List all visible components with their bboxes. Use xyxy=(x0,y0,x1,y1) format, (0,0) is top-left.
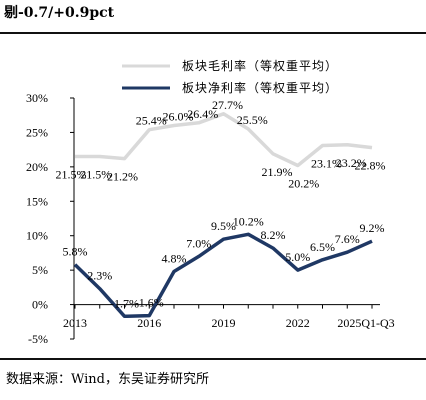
gross-margin-label: 26.0% xyxy=(163,110,194,124)
net-margin-label: 5.0% xyxy=(285,250,310,264)
net-margin-label: 10.2% xyxy=(233,214,264,228)
y-tick-label: 10% xyxy=(26,229,48,243)
net-margin-label: 9.5% xyxy=(211,219,236,233)
x-tick-label: 2019 xyxy=(212,316,236,330)
net-margin-label: 4.8% xyxy=(162,252,187,266)
gross-margin-label: 21.5% xyxy=(56,168,87,182)
net-margin-label: 2.3% xyxy=(87,269,112,283)
x-tick-label: 2022 xyxy=(286,316,310,330)
y-tick-label: 25% xyxy=(26,125,48,139)
net-margin-label: -1.6% xyxy=(135,296,164,310)
y-tick-label: 20% xyxy=(26,160,48,174)
net-margin-label: 5.8% xyxy=(63,245,88,259)
top-rule xyxy=(0,32,426,34)
gross-margin-label: 23.1% xyxy=(311,157,342,171)
gross-margin-label: 27.7% xyxy=(212,98,243,112)
x-tick-label: 2013 xyxy=(63,316,87,330)
legend-label: 板块毛利率（等权重平均） xyxy=(182,58,338,73)
axes: -5% 0% 5% 10% 15% 20% 25% 30% 2013 2016 2019 2022 20… xyxy=(26,91,395,346)
net-margin-label: 7.0% xyxy=(186,236,211,250)
y-tick-label: 5% xyxy=(32,263,48,277)
gross-margin-label: 23.2% xyxy=(336,156,367,170)
y-tick-label: -5% xyxy=(28,332,48,346)
x-tick-label: 2025Q1-Q3 xyxy=(337,316,394,330)
gross-margin-label: 21.9% xyxy=(262,165,293,179)
net-margin-label: -1.7% xyxy=(110,296,139,310)
page-title: 剔-0.7/+0.9pct xyxy=(4,5,115,21)
gross-margin-label: 25.5% xyxy=(237,113,268,127)
legend: 板块毛利率（等权重平均） 板块净利率（等权重平均） xyxy=(122,58,338,95)
data-labels: 21.5%21.5%21.2%25.4%26.0%26.4%27.7%25.5%… xyxy=(56,98,386,310)
y-tick-label: 30% xyxy=(26,91,48,105)
gross-margin-label: 21.2% xyxy=(107,170,138,184)
y-tick-label: 15% xyxy=(26,194,48,208)
gross-margin-label: 21.5% xyxy=(80,168,111,182)
gross-margin-label: 26.4% xyxy=(187,107,218,121)
gross-margin-label: 20.2% xyxy=(288,176,319,190)
gross-margin-label: 22.8% xyxy=(355,159,386,173)
net-margin-label: 6.5% xyxy=(310,240,335,254)
net-margin-label: 9.2% xyxy=(360,221,385,235)
net-margin-label: 8.2% xyxy=(261,228,286,242)
x-tick-label: 2016 xyxy=(137,316,161,330)
bottom-rule xyxy=(0,358,426,360)
legend-label: 板块净利率（等权重平均） xyxy=(182,80,338,95)
net-margin-label: 7.6% xyxy=(335,232,360,246)
chart: 板块毛利率（等权重平均） 板块净利率（等权重平均） -5% 0% 5% 10% 15% 20… xyxy=(26,58,395,346)
series-group xyxy=(73,112,373,319)
y-tick-label: 0% xyxy=(32,298,48,312)
gross-margin-label: 25.4% xyxy=(136,114,167,128)
source-note: 数据来源：Wind，东吴证券研究所 xyxy=(6,372,209,387)
